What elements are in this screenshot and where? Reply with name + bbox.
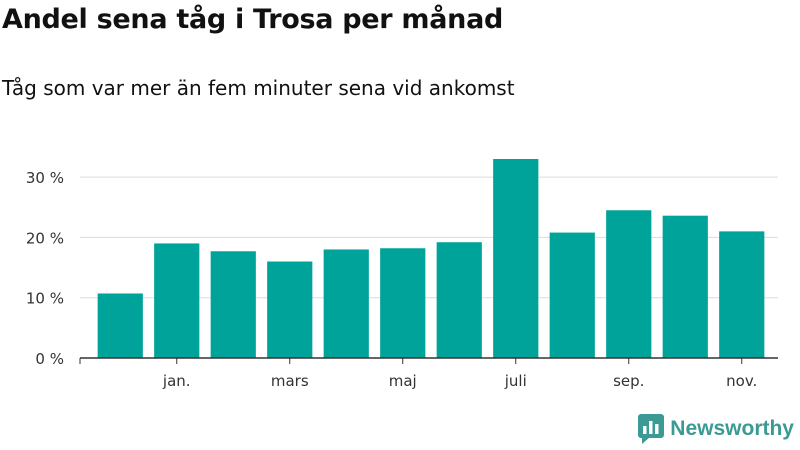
bar — [719, 231, 765, 358]
bar — [267, 261, 313, 358]
bar — [436, 242, 482, 358]
bar — [662, 215, 708, 358]
x-tick-label: sep. — [613, 372, 644, 390]
chart-title: Andel sena tåg i Trosa per månad — [2, 4, 504, 35]
y-tick-label: 0 % — [35, 350, 64, 368]
bar — [380, 248, 426, 358]
bar — [323, 249, 369, 358]
x-tick-label: juli — [504, 372, 527, 390]
x-tick-label: jan. — [162, 372, 191, 390]
y-tick-label: 10 % — [26, 290, 64, 308]
newsworthy-logo: Newsworthy — [638, 414, 794, 444]
bar — [549, 232, 595, 358]
x-tick-label: maj — [389, 372, 417, 390]
x-tick-label: nov. — [726, 372, 757, 390]
bar — [210, 251, 256, 358]
x-tick-label: mars — [271, 372, 309, 390]
logo-text: Newsworthy — [670, 417, 794, 440]
bar — [606, 210, 652, 358]
bar — [97, 293, 143, 358]
bar-chart-speech-bubble-icon — [638, 414, 665, 444]
y-tick-label: 30 % — [26, 169, 64, 187]
bar — [493, 159, 539, 358]
bar — [154, 243, 200, 358]
y-tick-label: 20 % — [26, 229, 64, 247]
chart-subtitle: Tåg som var mer än fem minuter sena vid … — [2, 76, 515, 100]
